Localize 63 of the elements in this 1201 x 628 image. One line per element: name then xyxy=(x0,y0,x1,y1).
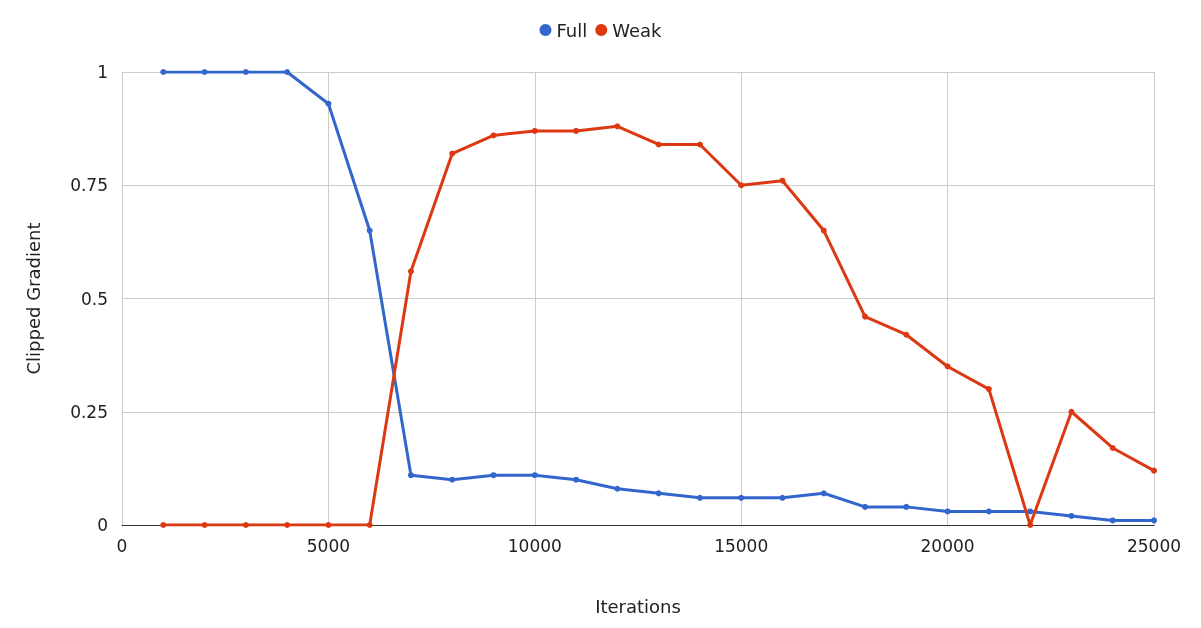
legend-label: Full xyxy=(556,19,588,41)
point xyxy=(407,268,414,275)
point xyxy=(1068,512,1075,519)
point xyxy=(1151,467,1157,474)
point xyxy=(738,182,745,189)
point xyxy=(820,490,827,497)
point xyxy=(407,472,414,479)
point xyxy=(160,69,167,75)
point xyxy=(985,508,992,515)
point xyxy=(655,490,662,497)
point xyxy=(160,522,167,528)
point xyxy=(325,522,332,528)
point xyxy=(201,69,208,75)
y-tick-label: 0 xyxy=(97,515,108,535)
point xyxy=(1109,444,1116,451)
point xyxy=(820,227,827,234)
point xyxy=(862,503,869,510)
point xyxy=(531,472,538,479)
y-tick-label: 0.75 xyxy=(70,175,108,196)
x-tick-label: 15000 xyxy=(714,535,769,556)
y-tick-label: 0.25 xyxy=(70,401,108,422)
point xyxy=(614,123,621,130)
point xyxy=(985,386,992,393)
point xyxy=(242,69,249,75)
point xyxy=(944,363,951,370)
legend-label: Weak xyxy=(612,19,663,41)
point xyxy=(903,331,910,338)
point xyxy=(449,150,456,157)
point xyxy=(1027,522,1034,528)
x-tick-label: 5000 xyxy=(306,535,351,556)
y-axis-title: Clipped Gradient xyxy=(22,222,44,375)
point xyxy=(903,503,910,510)
x-tick-label: 10000 xyxy=(507,535,562,556)
point xyxy=(944,508,951,515)
point xyxy=(573,127,580,134)
x-tick-label: 0 xyxy=(116,535,128,556)
point xyxy=(201,522,208,528)
point xyxy=(696,494,703,501)
point xyxy=(284,69,291,75)
point xyxy=(242,522,249,528)
point xyxy=(490,472,497,479)
point xyxy=(655,141,662,148)
point xyxy=(531,127,538,134)
x-axis-title: Iterations xyxy=(595,595,681,617)
point xyxy=(325,100,332,107)
point xyxy=(614,485,621,492)
x-tick-label: 25000 xyxy=(1126,535,1182,556)
point xyxy=(738,494,745,501)
point xyxy=(366,522,373,528)
point xyxy=(573,476,580,483)
point xyxy=(779,494,786,501)
point xyxy=(1151,517,1157,524)
x-tick-label: 20000 xyxy=(920,535,975,556)
point xyxy=(490,132,497,139)
point xyxy=(449,476,456,483)
y-tick-label: 1 xyxy=(97,62,108,82)
point xyxy=(1068,408,1075,415)
point xyxy=(779,177,786,184)
point xyxy=(862,313,869,320)
point xyxy=(1027,508,1034,515)
point xyxy=(284,522,291,528)
y-tick-label: 0.5 xyxy=(80,288,108,309)
point xyxy=(696,141,703,148)
